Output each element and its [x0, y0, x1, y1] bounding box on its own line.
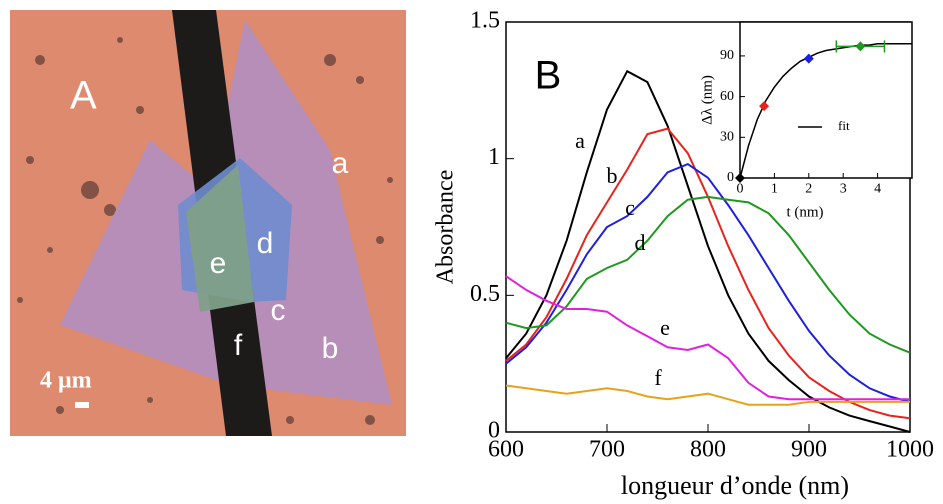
point — [759, 101, 770, 112]
x-tick-label: 600 — [488, 437, 524, 463]
x-tick-label: 1000 — [886, 437, 934, 463]
region-e — [186, 165, 254, 312]
y-tick-label: 30 — [720, 130, 734, 145]
y-tick-label: 60 — [720, 89, 734, 104]
x-tick-label: 800 — [690, 437, 726, 463]
point — [735, 173, 745, 183]
legend-label: fit — [838, 118, 850, 133]
x-tick-label: 2 — [805, 181, 812, 196]
series-line — [505, 162, 911, 403]
x-axis-label: longueur d’onde (nm) — [621, 471, 849, 500]
x-tick-label: 0 — [737, 181, 744, 196]
point — [803, 53, 814, 64]
curve-label: e — [660, 315, 670, 340]
y-tick-label: 1 — [488, 144, 500, 170]
y-tick-label: 0.5 — [470, 281, 500, 307]
series-line — [505, 275, 910, 401]
curve-label: c — [625, 195, 635, 220]
region-label: d — [257, 227, 274, 260]
curve-label: d — [635, 230, 646, 255]
curve-label: f — [654, 365, 662, 390]
panel-label: A — [70, 74, 97, 118]
plot-frame — [739, 21, 913, 179]
x-tick-label: 900 — [791, 437, 827, 463]
inset-x-label: t (nm) — [786, 204, 823, 220]
region-label: b — [322, 332, 339, 365]
x-tick-label: 700 — [589, 437, 625, 463]
region-label: e — [210, 247, 227, 280]
y-tick-label: 90 — [720, 48, 734, 63]
scale-bar — [75, 402, 89, 408]
speckles — [17, 37, 393, 425]
curve-label: a — [575, 128, 585, 153]
series-line — [505, 195, 911, 354]
y-tick-label: 1.5 — [470, 8, 500, 34]
x-tick-label: 4 — [874, 181, 881, 196]
y-tick-label: 0 — [488, 418, 500, 444]
y-axis-label: Absorbance — [433, 170, 459, 285]
scale-bar-label: 4 μm — [40, 368, 92, 394]
fit-line — [739, 42, 912, 179]
chart-b: 600 700 800 900 100000.511.5Absorbancelongue… — [433, 8, 935, 500]
y-tick-label: 0 — [727, 170, 734, 185]
inset-y-label: Δλ (nm) — [699, 75, 715, 125]
panel-label: B — [535, 54, 562, 98]
series-line — [505, 69, 911, 433]
region-label: c — [271, 294, 286, 327]
micrograph: A a b c de f 4 μm — [10, 10, 406, 436]
x-tick-label: 3 — [840, 181, 847, 196]
region-label: a — [332, 147, 349, 180]
region-label: f — [234, 329, 243, 362]
curve-label: b — [607, 163, 618, 188]
point — [855, 41, 866, 52]
series-line — [505, 384, 910, 406]
x-tick-label: 1 — [771, 181, 778, 196]
